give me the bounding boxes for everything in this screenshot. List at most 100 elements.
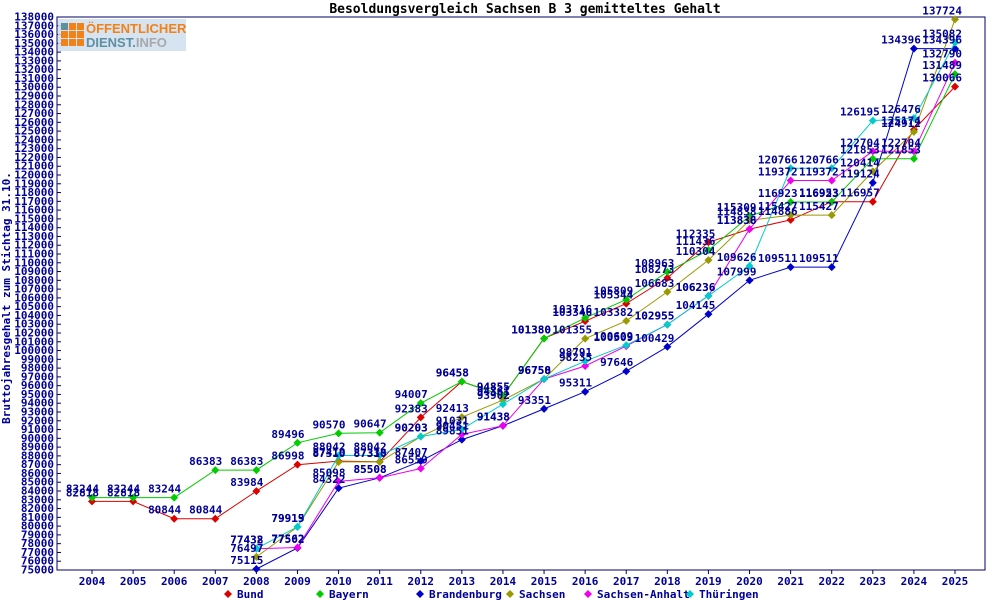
data-point-label: 103382 — [593, 306, 633, 319]
data-point-marker — [909, 44, 918, 53]
y-tick-label: 114000 — [14, 221, 54, 234]
legend-swatch — [584, 590, 592, 598]
data-point-labels: 82818 82818 80844 80844 83984 86998 87410 87338… — [66, 4, 962, 567]
data-point-label: 96458 — [436, 367, 469, 380]
legend-label: Thüringen — [699, 588, 759, 600]
data-point-label: 108273 — [635, 263, 675, 276]
y-tick-label: 116000 — [14, 204, 54, 217]
y-tick-label: 136000 — [14, 28, 54, 41]
y-tick-label: 113000 — [14, 230, 54, 243]
data-point-label: 90451 — [436, 419, 469, 432]
data-point-label: 115427 — [799, 200, 839, 213]
x-tick-label: 2022 — [818, 575, 845, 588]
data-point-marker — [375, 457, 384, 466]
data-point-label: 86998 — [271, 450, 304, 463]
data-point-label: 107999 — [717, 265, 757, 278]
y-tick-label: 127000 — [14, 107, 54, 120]
y-tick-label: 121000 — [14, 160, 54, 173]
data-point-marker — [622, 295, 631, 304]
y-tick-label: 132000 — [14, 63, 54, 76]
y-tick-label: 105000 — [14, 300, 54, 313]
series-lines — [88, 15, 959, 573]
y-tick-label: 120000 — [14, 169, 54, 182]
y-tick-label: 107000 — [14, 283, 54, 296]
data-point-label: 85098 — [312, 466, 345, 479]
data-point-label: 113836 — [717, 214, 757, 227]
x-tick-label: 2006 — [161, 575, 188, 588]
oeffentlicher-dienst-logo: ÖFFENTLICHER DIENST.INFO — [58, 19, 187, 51]
legend-swatch — [506, 590, 514, 598]
data-point-label: 91438 — [477, 411, 510, 424]
data-point-marker — [252, 564, 261, 573]
series-line — [256, 48, 955, 570]
data-point-label: 132790 — [922, 48, 962, 61]
y-tick-label: 126000 — [14, 116, 54, 129]
data-point-label: 122704 — [881, 136, 921, 149]
data-point-marker — [581, 387, 590, 396]
data-point-label: 100609 — [593, 330, 633, 343]
data-point-marker — [581, 313, 590, 322]
data-point-label: 119372 — [799, 166, 839, 179]
data-point-label: 95311 — [559, 377, 592, 390]
data-point-label: 90203 — [395, 422, 428, 435]
data-point-label: 126195 — [840, 106, 880, 119]
data-point-marker — [745, 276, 754, 285]
data-point-marker — [827, 198, 836, 207]
data-point-label: 77432 — [230, 534, 263, 547]
x-tick-label: 2025 — [942, 575, 969, 588]
data-point-label: 130066 — [922, 72, 962, 85]
data-point-label: 90570 — [312, 418, 345, 431]
y-tick-label: 119000 — [14, 177, 54, 190]
legend-label: Sachsen — [519, 588, 565, 600]
data-point-marker — [663, 287, 672, 296]
y-tick-label: 89000 — [21, 441, 54, 454]
data-point-marker — [416, 457, 425, 466]
data-point-label: 82818 — [107, 486, 140, 499]
data-point-label: 90647 — [354, 418, 387, 431]
data-point-label: 122704 — [840, 136, 880, 149]
y-tick-label: 135000 — [14, 37, 54, 50]
data-point-label: 87310 — [354, 447, 387, 460]
legend-item-brandenburg: Brandenburg — [416, 588, 502, 600]
x-tick-label: 2015 — [531, 575, 558, 588]
y-tick-label: 129000 — [14, 90, 54, 103]
data-point-label: 102955 — [635, 310, 675, 323]
x-tick-label: 2004 — [79, 575, 106, 588]
y-tick-label: 96000 — [21, 379, 54, 392]
data-point-label: 87407 — [395, 446, 428, 459]
data-point-marker — [498, 391, 507, 400]
data-point-label: 93902 — [477, 389, 510, 402]
data-point-label: 109511 — [799, 252, 839, 265]
data-point-marker — [951, 58, 959, 67]
data-point-marker — [334, 484, 343, 493]
data-point-label: 121853 — [840, 144, 880, 157]
data-point-label: 104145 — [676, 299, 716, 312]
x-tick-label: 2023 — [860, 575, 887, 588]
data-point-marker — [457, 377, 466, 386]
y-tick-label: 125000 — [14, 125, 54, 138]
data-point-marker — [663, 267, 672, 276]
data-point-label: 89496 — [271, 428, 304, 441]
data-point-marker — [745, 216, 754, 225]
y-tick-label: 80000 — [21, 520, 54, 533]
data-point-marker — [457, 413, 466, 422]
data-point-marker — [663, 320, 672, 329]
legend-item-bund: Bund — [224, 588, 264, 600]
legend-item-sachsen: Sachsen — [506, 588, 565, 600]
x-tick-label: 2018 — [654, 575, 681, 588]
x-tick-label: 2011 — [366, 575, 393, 588]
data-point-marker — [375, 451, 384, 460]
data-point-label: 92383 — [395, 402, 428, 415]
data-point-label: 119372 — [758, 166, 798, 179]
y-tick-label: 84000 — [21, 485, 54, 498]
data-point-marker — [540, 404, 549, 413]
data-point-label: 85508 — [354, 463, 387, 476]
data-point-label: 109511 — [758, 252, 798, 265]
data-point-marker — [129, 493, 138, 502]
y-tick-label: 133000 — [14, 54, 54, 67]
data-point-label: 96758 — [518, 364, 551, 377]
data-point-label: 91031 — [436, 414, 469, 427]
data-point-marker — [951, 15, 959, 24]
y-tick-label: 112000 — [14, 239, 54, 252]
data-point-marker — [252, 552, 261, 561]
